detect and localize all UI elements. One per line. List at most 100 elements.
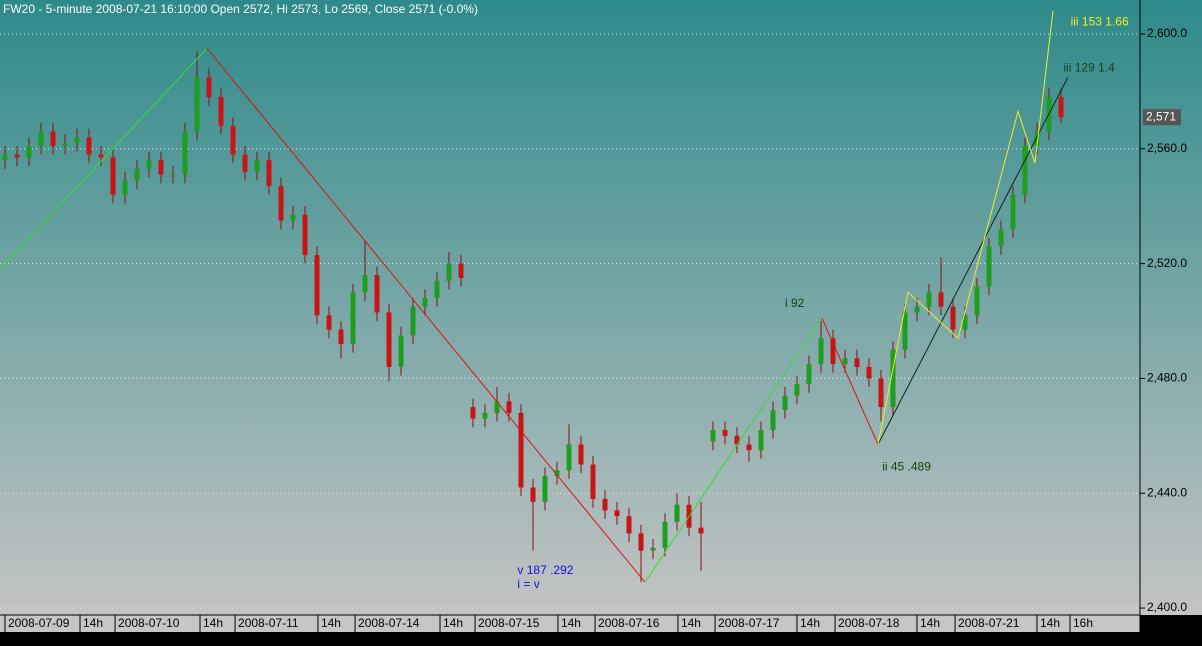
candle-body — [170, 174, 176, 176]
candle-body — [494, 401, 500, 413]
candle-body — [734, 435, 740, 445]
candle-body — [26, 145, 32, 158]
annotation: v 187 .292 — [517, 563, 573, 577]
candle-body — [242, 154, 248, 172]
candle-body — [722, 430, 728, 436]
candle-body — [986, 246, 992, 287]
candle-body — [566, 444, 572, 471]
candle-body — [458, 263, 464, 278]
candle-body — [614, 510, 620, 517]
x-tick-label: 2008-07-09 — [8, 616, 70, 630]
x-tick-label: 14h — [83, 616, 103, 630]
candle-body — [842, 358, 848, 365]
candle-body — [134, 168, 140, 181]
candle-body — [662, 521, 668, 548]
candle-body — [866, 366, 872, 379]
candle-body — [38, 131, 44, 146]
candle-body — [302, 214, 308, 256]
candle-body — [698, 527, 704, 534]
candle-body — [194, 77, 200, 132]
candle-body — [602, 498, 608, 511]
candle-body — [854, 358, 860, 367]
annotation: i 92 — [785, 296, 805, 310]
candle-body — [542, 476, 548, 502]
candle-body — [470, 407, 476, 419]
candle-body — [650, 547, 656, 551]
candle-body — [182, 131, 188, 175]
candle-body — [110, 157, 116, 195]
candle-body — [278, 186, 284, 221]
candle-body — [482, 412, 488, 419]
candle-body — [350, 292, 356, 344]
candle-body — [578, 444, 584, 465]
candle-body — [638, 533, 644, 551]
y-tick-label: 2,520.0 — [1147, 256, 1187, 270]
candle-body — [14, 154, 20, 158]
candle-body — [50, 131, 56, 146]
annotation: ii 45 .489 — [882, 460, 931, 474]
y-tick-label: 2,440.0 — [1147, 485, 1187, 499]
candle-body — [122, 180, 128, 195]
candle-body — [386, 312, 392, 367]
background — [0, 0, 1202, 615]
last-price-label: 2,571 — [1146, 109, 1176, 123]
candle-body — [626, 516, 632, 534]
candle-body — [902, 312, 908, 350]
x-axis-strip — [0, 615, 1140, 632]
candle-body — [890, 349, 896, 408]
x-tick-label: 14h — [681, 616, 701, 630]
x-tick-label: 14h — [920, 616, 940, 630]
wave-line — [877, 76, 1069, 445]
candle-body — [158, 160, 164, 175]
x-tick-label: 2008-07-14 — [358, 616, 420, 630]
x-tick-label: 2008-07-15 — [478, 616, 540, 630]
candle-body — [758, 430, 764, 451]
candle-body — [314, 255, 320, 316]
annotation: i = v — [517, 577, 539, 591]
candle-body — [98, 154, 104, 158]
candle-body — [938, 292, 944, 307]
wave-line — [821, 317, 879, 445]
candle-body — [878, 378, 884, 408]
x-tick-label: 16h — [1073, 616, 1093, 630]
candle-body — [962, 315, 968, 330]
candle-body — [830, 338, 836, 365]
candle-body — [530, 487, 536, 502]
candle-body — [770, 409, 776, 431]
candle-body — [398, 335, 404, 367]
candle-body — [1022, 145, 1028, 195]
y-tick-label: 2,480.0 — [1147, 371, 1187, 385]
candle-body — [326, 315, 332, 330]
chart-title: FW20 - 5-minute 2008-07-21 16:10:00 Open… — [3, 2, 478, 16]
annotation: iii 153 1.66 — [1071, 15, 1129, 29]
candle-body — [410, 306, 416, 336]
candle-body — [362, 275, 368, 293]
candle-body — [1010, 194, 1016, 230]
candle-body — [230, 125, 236, 155]
candle-body — [518, 412, 524, 488]
candle-body — [338, 329, 344, 344]
x-tick-label: 14h — [561, 616, 581, 630]
candle-body — [794, 384, 800, 396]
candle-body — [374, 275, 380, 313]
candle-body — [806, 364, 812, 385]
candle-body — [746, 444, 752, 451]
wave-line — [206, 48, 646, 583]
y-tick-label: 2,560.0 — [1147, 141, 1187, 155]
x-tick-label: 14h — [203, 616, 223, 630]
candle-body — [206, 77, 212, 98]
candle-body — [254, 160, 260, 172]
candle-body — [1058, 97, 1064, 118]
candle-body — [422, 298, 428, 307]
x-tick-label: 2008-07-16 — [598, 616, 660, 630]
candle-body — [674, 504, 680, 522]
candle-body — [914, 306, 920, 313]
candle-body — [434, 280, 440, 299]
candle-body — [62, 143, 68, 146]
wave-line — [0, 48, 208, 270]
x-tick-label: 2008-07-17 — [718, 616, 780, 630]
x-tick-label: 14h — [1040, 616, 1060, 630]
candle-body — [86, 137, 92, 155]
candle-body — [506, 401, 512, 413]
